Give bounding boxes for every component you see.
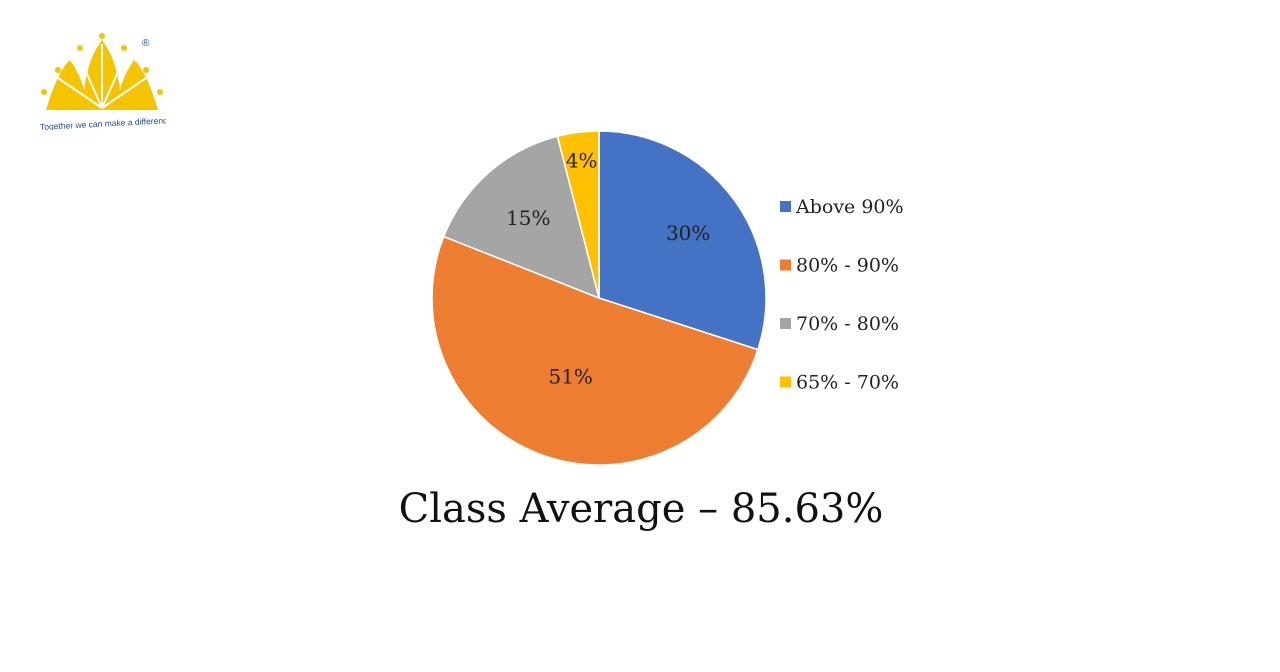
pie-data-label-2: 15% xyxy=(506,206,550,230)
pie-data-label-0: 30% xyxy=(666,221,710,245)
legend-swatch-3 xyxy=(780,376,791,388)
legend-label-2: 70% - 80% xyxy=(796,313,899,335)
pie-slices xyxy=(431,130,767,466)
legend-label-0: Above 90% xyxy=(795,196,904,218)
legend-swatch-2 xyxy=(780,318,791,329)
pie-slice-2 xyxy=(442,135,601,300)
pie-slice-0 xyxy=(598,130,767,351)
pie-data-label-3: 4% xyxy=(566,148,598,172)
school-logo-icon: ® Together we can make a difference xyxy=(40,33,166,130)
chart-legend: Above 90% 80% - 90% 70% - 80% 65% - 70% xyxy=(780,196,904,394)
pie-data-label-1: 51% xyxy=(548,365,592,389)
pie-slice-1 xyxy=(431,235,759,466)
sunburst-icon xyxy=(41,33,163,110)
pie-slice-3 xyxy=(556,130,600,299)
class-average-caption: Class Average – 85.63% xyxy=(398,486,884,532)
legend-label-3: 65% - 70% xyxy=(796,372,899,394)
legend-label-1: 80% - 90% xyxy=(796,255,899,277)
pie-data-labels: 30% 51% 15% 4% xyxy=(506,148,710,388)
registered-mark: ® xyxy=(142,38,150,49)
legend-swatch-0 xyxy=(780,201,791,212)
legend-swatch-1 xyxy=(780,259,791,271)
